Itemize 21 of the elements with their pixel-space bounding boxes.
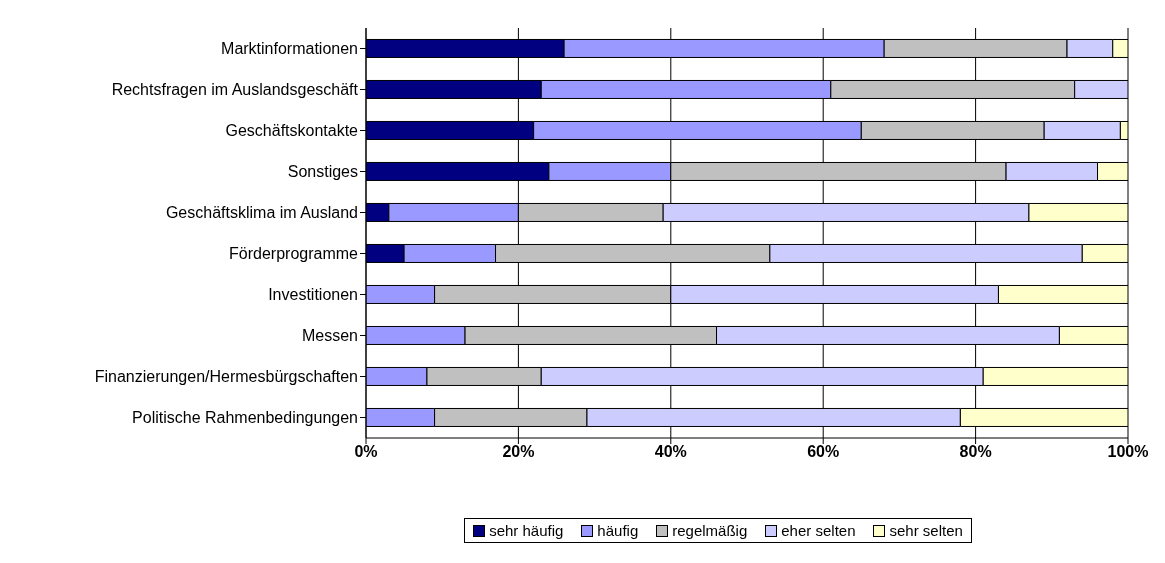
- y-tick-label: Förderprogramme: [229, 245, 359, 263]
- x-tick-label: 40%: [654, 443, 687, 461]
- x-tick-label: 20%: [502, 443, 535, 461]
- y-tick-label: Politische Rahmenbedingungen: [132, 409, 358, 427]
- x-tick-label: 0%: [354, 443, 378, 461]
- y-tick-label: Investitionen: [268, 286, 358, 304]
- legend-label: eher selten: [780, 522, 856, 539]
- y-tick-label: Geschäftsklima im Ausland: [165, 204, 358, 222]
- x-tick-label: 100%: [1107, 443, 1149, 461]
- x-tick-label: 60%: [807, 443, 840, 461]
- legend-label: sehr selten: [888, 522, 963, 539]
- y-tick-label: Marktinformationen: [221, 40, 358, 58]
- y-tick-label: Geschäftskontakte: [225, 122, 359, 140]
- legend-label: sehr häufig: [488, 522, 564, 539]
- legend-label: regelmäßig: [671, 522, 748, 539]
- legend-label: häufig: [596, 522, 639, 539]
- y-tick-label: Messen: [301, 327, 358, 345]
- y-tick-label: Sonstiges: [287, 163, 358, 181]
- x-tick-label: 80%: [959, 443, 992, 461]
- y-tick-label: Finanzierungen/Hermesbürgschaften: [94, 368, 358, 386]
- y-tick-label: Rechtsfragen im Auslandsgeschäft: [111, 81, 359, 99]
